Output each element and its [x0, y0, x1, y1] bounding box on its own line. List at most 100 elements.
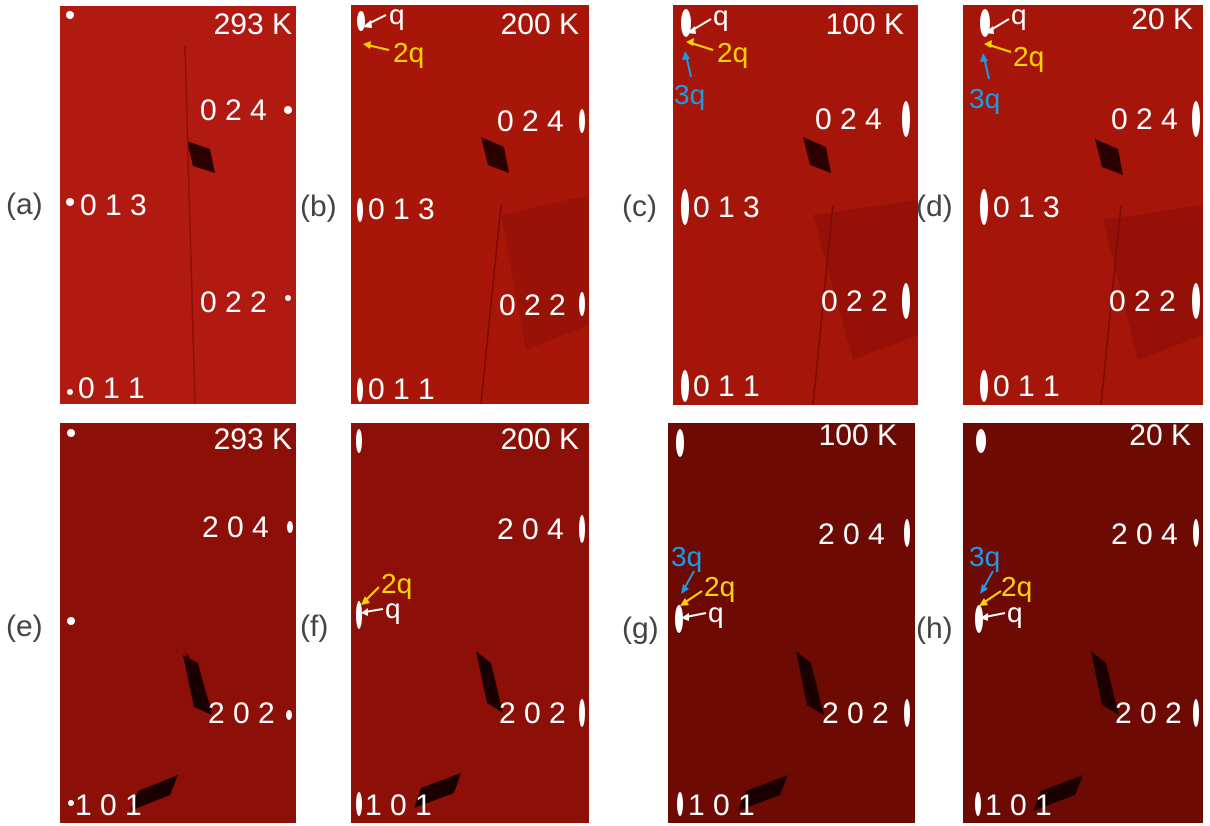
panel-f-label: (f): [300, 610, 329, 643]
bragg-spot: [357, 198, 363, 222]
panel-g-background: [675, 429, 910, 816]
bragg-spot: [357, 378, 363, 402]
hkl-label: 0 1 1: [693, 370, 760, 403]
panel-h: 3q 2q q 20 K 2 0 4 2 0 2 1 0 1: [963, 423, 1203, 823]
bragg-spot: [579, 515, 585, 543]
hkl-label: 0 2 2: [821, 285, 888, 318]
2q-label: 2q: [717, 37, 749, 68]
bragg-spot: [976, 429, 986, 453]
bragg-spot: [579, 109, 585, 133]
arrow-3q: [683, 570, 695, 590]
panel-b-background: [357, 11, 589, 404]
hkl-label: 2 0 2: [822, 697, 889, 730]
q-label: q: [389, 5, 405, 30]
bragg-spot: [980, 9, 990, 37]
bragg-spot: [284, 106, 292, 114]
bragg-spot: [677, 792, 683, 816]
q-label: q: [713, 5, 729, 31]
hkl-label: 2 0 4: [497, 513, 564, 546]
temperature-label: 200 K: [500, 423, 579, 456]
bragg-spot: [902, 101, 910, 137]
arrow-2q: [988, 44, 1012, 53]
hkl-label: 0 2 2: [499, 289, 566, 322]
panel-a-background: [66, 11, 292, 404]
arrow-2q: [364, 586, 380, 602]
bragg-spot: [66, 11, 74, 19]
hkl-label: 0 1 1: [368, 373, 435, 404]
panel-a: 293 K 0 2 4 0 1 3 0 2 2 0 1 1: [60, 6, 296, 404]
arrows-layer: [363, 14, 390, 51]
bragg-spot: [1192, 283, 1200, 319]
panel-f-background: [356, 429, 585, 816]
arrow-q: [984, 612, 1006, 618]
hkl-label: 1 0 1: [75, 789, 142, 822]
bragg-spot: [975, 605, 983, 633]
bragg-spot: [286, 710, 292, 720]
bragg-spot: [356, 601, 362, 629]
bragg-spot: [681, 370, 689, 402]
panel-c: q 2q 3q 100 K 0 2 4 0 1 3 0 2 2 0 1 1: [673, 5, 918, 405]
2q-label: 2q: [1001, 571, 1033, 602]
bragg-spot: [287, 521, 293, 533]
bragg-spot: [67, 429, 75, 437]
bragg-spot: [1192, 101, 1200, 137]
bragg-spot: [68, 800, 74, 806]
panel-c-background: [681, 9, 918, 405]
bragg-spot: [681, 189, 689, 225]
arrows-layer: [682, 18, 714, 78]
hkl-label: 2 0 2: [1115, 697, 1182, 730]
arrows-layer: [361, 586, 384, 616]
bragg-spot: [1193, 519, 1199, 547]
panel-e-label: (e): [6, 610, 43, 643]
hkl-label: 0 2 2: [200, 286, 267, 319]
hkl-label: 0 1 1: [78, 372, 145, 404]
arrows-layer: [680, 570, 707, 621]
temperature-label: 293 K: [213, 423, 292, 456]
arrow-q: [685, 612, 707, 618]
beamstop-shadow: [481, 137, 509, 173]
arrow-3q: [982, 570, 994, 590]
beamstop-shadow: [1095, 139, 1123, 175]
panel-d-label: (d): [916, 190, 953, 223]
temperature-label: 100 K: [825, 8, 904, 41]
bragg-spot: [67, 617, 75, 625]
bragg-spot: [66, 198, 74, 206]
hkl-label: 2 0 2: [499, 697, 566, 730]
bragg-spot: [579, 699, 585, 727]
bragg-spot: [980, 370, 988, 402]
arrows-layer: [979, 570, 1006, 621]
hkl-label: 2 0 4: [202, 511, 269, 544]
bragg-spot: [67, 389, 73, 395]
hkl-label: 1 0 1: [688, 789, 755, 822]
temperature-label: 20 K: [1129, 423, 1191, 452]
beamstop-shadow: [796, 651, 824, 715]
panel-b-label: (b): [300, 190, 337, 223]
panel-e-background: [67, 429, 293, 811]
beamstop-shadow: [187, 141, 215, 173]
q-label: q: [385, 593, 401, 624]
beamstop-shadow: [476, 651, 503, 713]
arrow-2q: [690, 42, 714, 51]
hkl-label: 1 0 1: [365, 789, 432, 822]
arrows-layer: [980, 18, 1012, 80]
panel-d: q 2q 3q 20 K 0 2 4 0 1 3 0 2 2 0 1 1: [963, 5, 1203, 405]
arrow-2q: [683, 590, 703, 604]
q-label: q: [1011, 5, 1027, 30]
bragg-spot: [681, 9, 691, 37]
temperature-label: 100 K: [818, 423, 897, 452]
hkl-label: 1 0 1: [985, 789, 1052, 822]
temperature-label: 293 K: [213, 8, 292, 41]
hkl-label: 2 0 2: [208, 697, 275, 730]
2q-label: 2q: [381, 568, 413, 599]
panel-g: 3q 2q q 100 K 2 0 4 2 0 2 1 0 1: [668, 423, 915, 823]
hkl-label: 0 2 4: [815, 103, 882, 136]
3q-label: 3q: [969, 541, 1001, 572]
bragg-spot: [357, 11, 365, 31]
3q-label: 3q: [674, 79, 706, 110]
hkl-label: 2 0 4: [1111, 518, 1178, 551]
hkl-label: 0 1 1: [993, 370, 1060, 403]
2q-label: 2q: [704, 571, 736, 602]
arrow-2q: [366, 44, 390, 51]
hkl-label: 0 2 4: [497, 105, 564, 138]
bragg-spot: [356, 429, 362, 453]
